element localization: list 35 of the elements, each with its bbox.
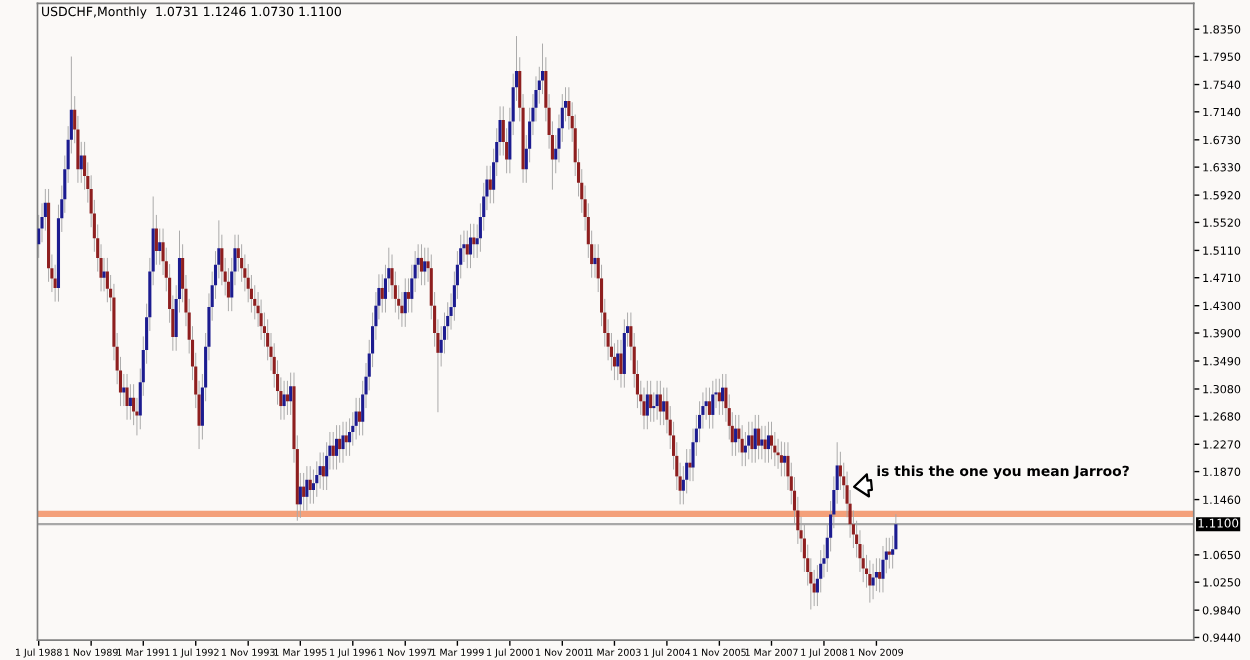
candlestick	[760, 425, 764, 460]
candlestick	[642, 387, 646, 430]
candlestick	[707, 387, 712, 430]
candlestick	[338, 424, 342, 464]
candlestick	[341, 421, 345, 464]
candlestick	[750, 421, 754, 464]
candlestick	[305, 465, 309, 511]
candlestick	[472, 223, 476, 259]
candlestick	[311, 469, 316, 505]
candlestick	[747, 421, 751, 460]
candlestick	[331, 431, 335, 471]
candlestick	[763, 425, 767, 464]
candlestick	[423, 247, 427, 286]
candlestick	[308, 465, 312, 505]
candlestick	[769, 421, 774, 460]
candlestick	[776, 438, 780, 470]
candlestick	[881, 545, 885, 593]
candlestick	[354, 397, 358, 440]
candlestick	[380, 273, 384, 314]
candlestick	[871, 563, 875, 600]
candlestick	[655, 380, 659, 421]
candlestick	[465, 230, 469, 269]
candlestick	[468, 223, 473, 269]
candlestick	[282, 380, 286, 421]
candlestick	[704, 387, 708, 421]
candlestick	[318, 451, 322, 490]
candlestick	[488, 165, 492, 204]
candlestick	[406, 277, 411, 314]
candlestick	[419, 243, 424, 286]
candlestick	[403, 277, 407, 328]
candlestick	[711, 380, 715, 430]
candlestick	[315, 460, 319, 498]
candlestick	[868, 559, 872, 604]
candlestick	[357, 397, 362, 436]
candlestick	[125, 373, 129, 421]
